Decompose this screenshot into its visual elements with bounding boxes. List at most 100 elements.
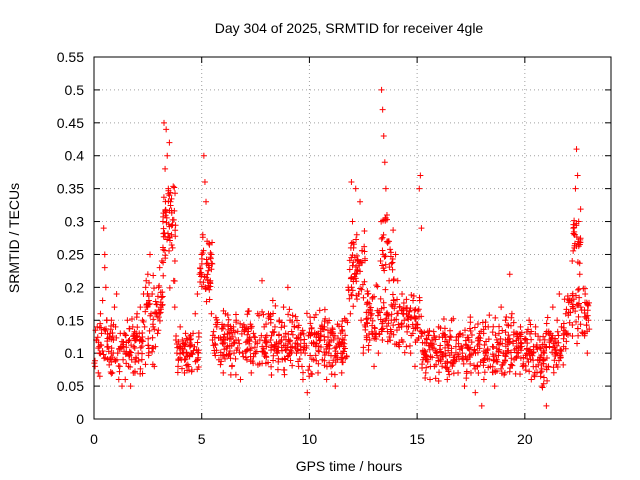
data-point <box>281 371 288 378</box>
data-point <box>294 335 301 342</box>
y-tick-label: 0.55 <box>57 49 84 65</box>
data-point <box>574 340 581 347</box>
data-point <box>173 350 180 357</box>
data-point <box>282 330 289 337</box>
data-point <box>375 309 382 316</box>
data-point <box>155 327 162 334</box>
data-point <box>292 340 299 347</box>
data-point <box>138 356 145 363</box>
data-point <box>401 349 408 356</box>
data-point <box>573 318 580 325</box>
data-point <box>463 368 470 375</box>
data-point <box>218 337 225 344</box>
data-point <box>272 302 279 309</box>
data-point <box>563 306 570 313</box>
data-point <box>522 336 529 343</box>
data-point <box>150 316 157 323</box>
data-point <box>496 346 503 353</box>
data-point <box>382 317 389 324</box>
data-point <box>540 374 547 381</box>
data-point <box>573 301 580 308</box>
data-point <box>503 313 510 320</box>
data-point <box>528 376 535 383</box>
data-point <box>204 276 211 283</box>
data-point <box>502 317 509 324</box>
data-point <box>399 290 406 297</box>
data-point <box>236 340 243 347</box>
data-point <box>386 264 393 271</box>
data-point <box>471 324 478 331</box>
data-point <box>233 317 240 324</box>
data-point <box>338 350 345 357</box>
data-point <box>112 357 119 364</box>
data-point <box>263 332 270 339</box>
data-point <box>453 337 460 344</box>
data-point <box>329 362 336 369</box>
data-point <box>560 343 567 350</box>
data-point <box>125 337 132 344</box>
data-point <box>427 353 434 360</box>
data-point <box>435 377 442 384</box>
data-point <box>153 310 160 317</box>
data-point <box>289 331 296 338</box>
data-point <box>289 362 296 369</box>
data-point <box>499 327 506 334</box>
data-point <box>467 360 474 367</box>
data-point <box>437 356 444 363</box>
data-point <box>317 325 324 332</box>
data-point <box>379 234 386 241</box>
data-point <box>502 343 509 350</box>
data-point <box>169 244 176 251</box>
data-point <box>200 152 207 159</box>
data-point <box>227 371 234 378</box>
data-point <box>99 348 106 355</box>
data-point <box>172 337 179 344</box>
data-point <box>496 323 503 330</box>
data-point <box>358 317 365 324</box>
data-point <box>243 347 250 354</box>
data-point <box>293 350 300 357</box>
data-point <box>524 355 531 362</box>
data-point <box>259 360 266 367</box>
data-point <box>411 313 418 320</box>
data-point <box>178 356 185 363</box>
data-point <box>390 322 397 329</box>
data-point <box>186 343 193 350</box>
data-point <box>131 369 138 376</box>
data-point <box>221 355 228 362</box>
data-point <box>445 368 452 375</box>
data-point <box>267 337 274 344</box>
data-point <box>309 371 316 378</box>
data-point <box>311 331 318 338</box>
data-point <box>500 350 507 357</box>
data-point <box>386 277 393 284</box>
data-point <box>513 343 520 350</box>
data-point <box>492 332 499 339</box>
data-point <box>433 350 440 357</box>
data-point <box>432 375 439 382</box>
data-point <box>200 279 207 286</box>
data-point <box>208 310 215 317</box>
data-point <box>99 297 106 304</box>
data-point <box>377 258 384 265</box>
data-point <box>570 225 577 232</box>
data-point <box>162 206 169 213</box>
data-point <box>483 338 490 345</box>
data-point <box>545 363 552 370</box>
data-point <box>235 337 242 344</box>
data-point <box>149 334 156 341</box>
data-point <box>341 348 348 355</box>
data-point <box>394 310 401 317</box>
data-point <box>343 317 350 324</box>
data-point <box>366 337 373 344</box>
data-point <box>203 298 210 305</box>
data-point <box>430 341 437 348</box>
data-point <box>452 343 459 350</box>
data-point <box>489 343 496 350</box>
data-point <box>134 310 141 317</box>
data-point <box>162 233 169 240</box>
plot-frame <box>93 56 612 420</box>
y-tick-label: 0.1 <box>65 345 85 361</box>
data-point <box>232 371 239 378</box>
data-point <box>219 321 226 328</box>
